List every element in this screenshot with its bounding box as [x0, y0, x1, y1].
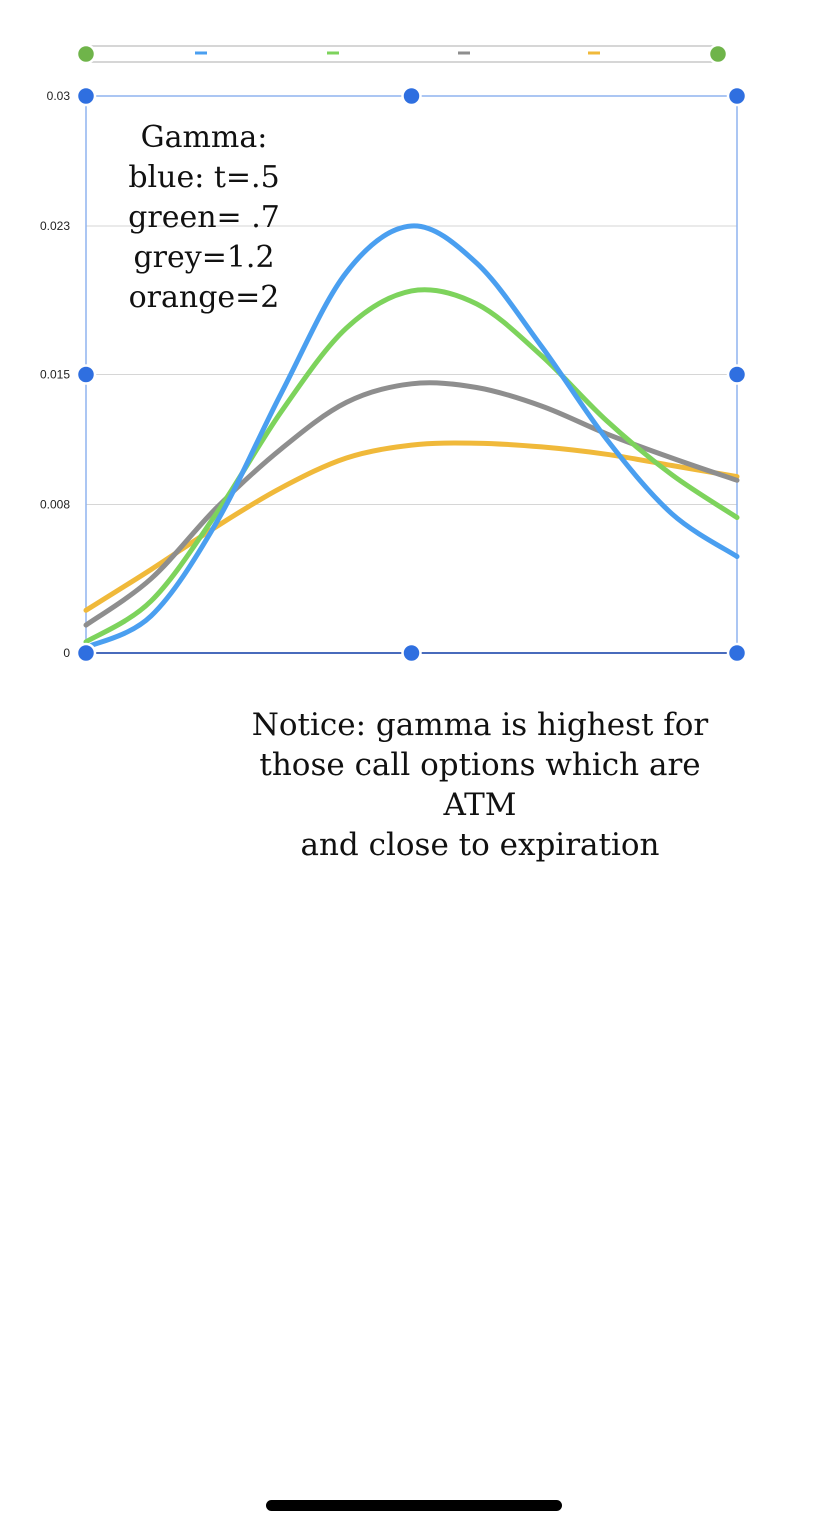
selection-handle-top-left[interactable]: [75, 85, 97, 107]
y-tick-label-1: 0: [63, 646, 70, 660]
selection-handle-top-center[interactable]: [401, 85, 422, 107]
series-line-4: [83, 440, 740, 613]
selection-handle-middle-left[interactable]: [75, 364, 97, 385]
notice-line-2: those call options which are ATM: [259, 747, 701, 823]
selection-handles[interactable]: [75, 85, 748, 664]
series-line-1: [83, 223, 740, 650]
legend[interactable]: [75, 43, 729, 65]
series-lines: [83, 223, 740, 650]
legend-handle-2[interactable]: [707, 43, 729, 65]
y-tick-label-4: 0.023: [40, 219, 70, 233]
selection-handle-bottom-center[interactable]: [401, 642, 422, 664]
legend-note: Gamma: blue: t=.5 green= .7 grey=1.2 ora…: [104, 118, 304, 318]
selection-handle-bottom-left[interactable]: [75, 642, 97, 664]
y-tick-label-5: 0.03: [47, 89, 71, 103]
selection-handle-middle-right[interactable]: [726, 364, 748, 385]
notice-note: Notice: gamma is highest for those call …: [220, 705, 740, 865]
notice-line-1: Notice: gamma is highest for: [251, 707, 709, 743]
series-line-3: [83, 380, 740, 628]
legend-note-line-3: green= .7: [128, 200, 280, 235]
y-axis-ticks: 0 0.008 0.015 0.023 0.03: [40, 89, 70, 660]
legend-note-line-5: orange=2: [128, 280, 280, 315]
y-tick-label-2: 0.008: [40, 497, 70, 511]
chart: 0 0.008 0.015 0.023 0.03: [40, 43, 748, 664]
home-indicator[interactable]: [266, 1500, 562, 1511]
legend-note-line-2: blue: t=.5: [128, 160, 280, 195]
selection-handle-bottom-right[interactable]: [726, 642, 748, 664]
series-line-2: [83, 287, 740, 645]
legend-handle-1[interactable]: [75, 43, 97, 65]
legend-note-line-1: Gamma:: [140, 120, 268, 155]
selection-handle-top-right[interactable]: [726, 85, 748, 107]
legend-frame: [85, 45, 719, 63]
y-tick-label-3: 0.015: [40, 368, 70, 382]
legend-note-line-4: grey=1.2: [133, 240, 275, 275]
notice-line-3: and close to expiration: [300, 827, 660, 863]
